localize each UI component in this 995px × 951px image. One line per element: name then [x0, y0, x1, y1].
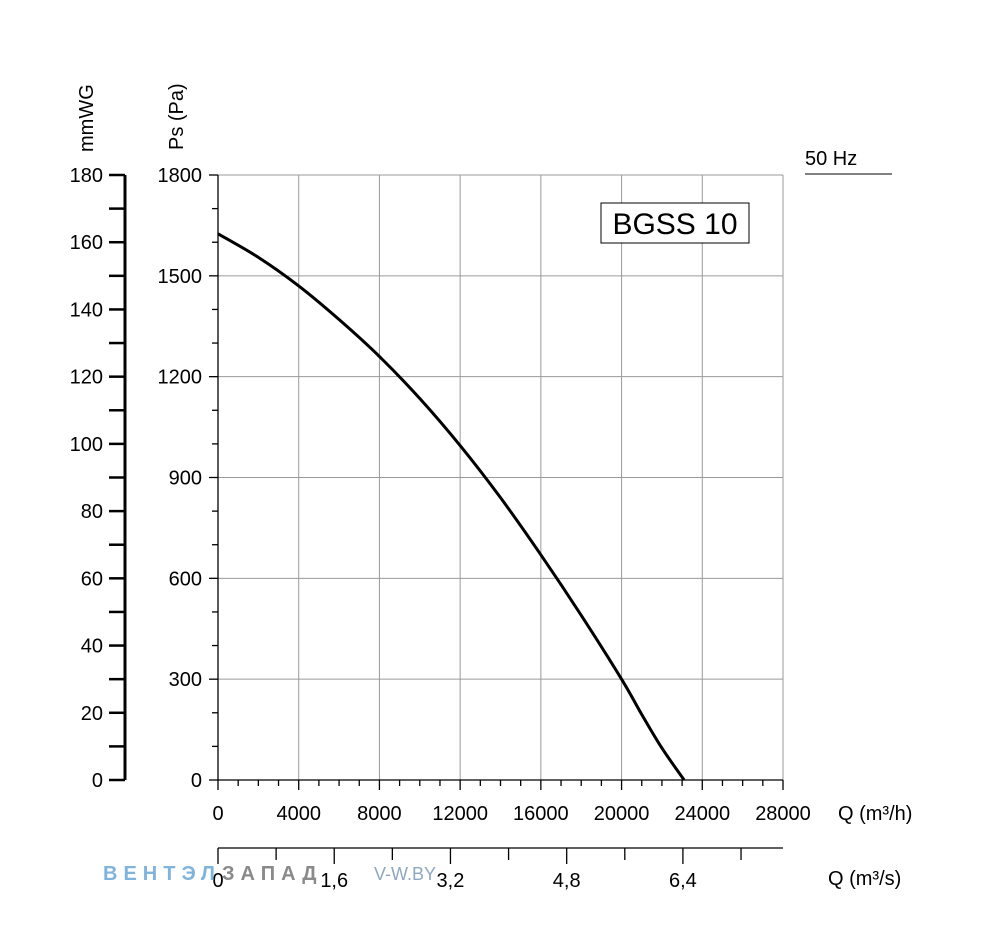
y-tick-label: 600 — [169, 568, 202, 590]
y-tick-label: 0 — [191, 770, 202, 792]
x-tick-label: 24000 — [674, 803, 730, 825]
x-tick-label: 4000 — [276, 803, 321, 825]
mmwg-tick-label: 40 — [81, 636, 103, 658]
m3s-tick-label: 4,8 — [553, 870, 581, 892]
x-tick-label: 0 — [212, 803, 223, 825]
x-tick-label: 12000 — [432, 803, 488, 825]
mmwg-tick-label: 80 — [81, 501, 103, 523]
m3s-tick-label: 3,2 — [437, 870, 465, 892]
x-axis-label-m3h: Q (m³/h) — [838, 803, 912, 825]
labels: Ps (Pa) mmWG 50 Hz BGSS 10 Q (m³/h) Q (m… — [76, 83, 912, 890]
grid — [217, 174, 784, 781]
fan-curve-line — [217, 232, 686, 781]
watermark-site: V-W.BY — [374, 864, 436, 884]
curve-layer — [217, 232, 686, 781]
model-label-box — [600, 202, 750, 244]
frequency-label: 50 Hz — [805, 148, 857, 170]
x-tick-label: 16000 — [513, 803, 569, 825]
y-tick-label: 900 — [169, 468, 202, 490]
x-tick-label: 8000 — [357, 803, 402, 825]
y-tick-label: 1500 — [158, 266, 203, 288]
y-tick-label: 300 — [169, 669, 202, 691]
mmwg-tick-label: 20 — [81, 703, 103, 725]
x-tick-label: 20000 — [594, 803, 650, 825]
model-label: BGSS 10 — [612, 208, 737, 241]
mmwg-tick-label: 180 — [70, 165, 103, 187]
m3s-tick-label: 6,4 — [669, 870, 697, 892]
x-tick-label: 28000 — [755, 803, 811, 825]
watermark-part1: ВЕНТЭЛ — [103, 863, 221, 885]
mmwg-tick-label: 160 — [70, 232, 103, 254]
mmwg-tick-label: 120 — [70, 367, 103, 389]
y-axis-label-pa: Ps (Pa) — [166, 83, 188, 150]
x-axis-label-m3s: Q (m³/s) — [828, 868, 901, 890]
m3s-tick-label: 1,6 — [320, 870, 348, 892]
mmwg-tick-label: 100 — [70, 434, 103, 456]
mmwg-tick-label: 0 — [92, 770, 103, 792]
m3s-tick-label: 0 — [212, 870, 223, 892]
mmwg-tick-label: 140 — [70, 299, 103, 321]
y-axis-label-mmwg: mmWG — [76, 84, 98, 152]
watermark-part2: ЗАПАД — [222, 863, 323, 885]
y-tick-label: 1200 — [158, 367, 203, 389]
mmwg-tick-label: 60 — [81, 568, 103, 590]
y-tick-label: 1800 — [158, 165, 203, 187]
